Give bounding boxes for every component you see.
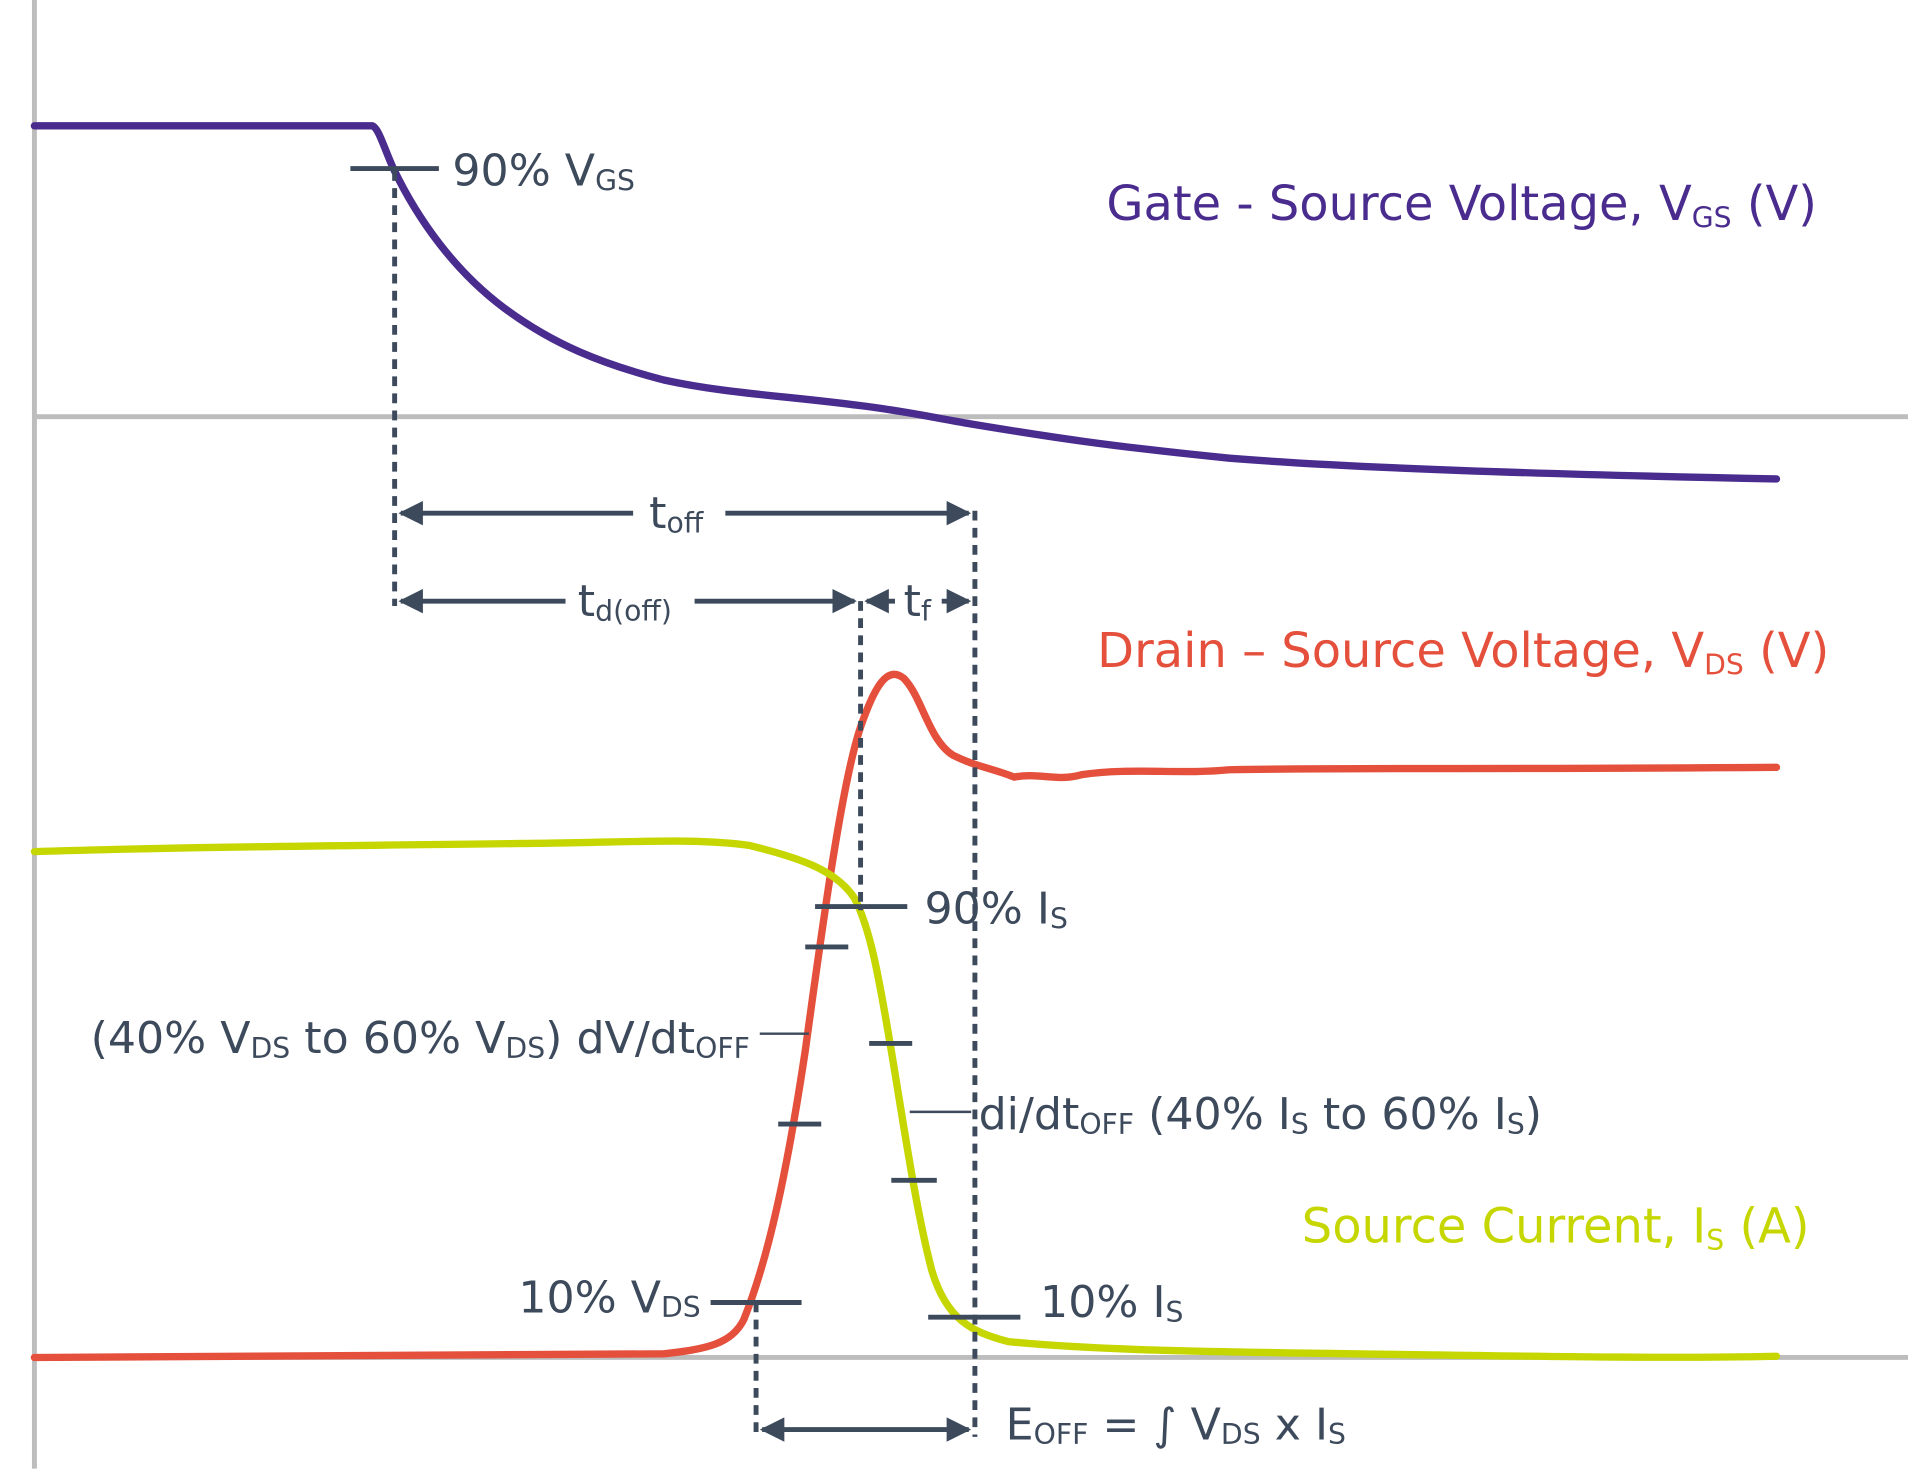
- vgs-curve: [30, 122, 1781, 483]
- label-tf: tf: [904, 576, 932, 628]
- label-didt: di/dtOFF (40% IS to 60% IS): [979, 1089, 1542, 1141]
- label-vds10: 10% VDS: [518, 1272, 700, 1324]
- vds-curve: [30, 670, 1781, 1362]
- label-vgs90: 90% VGS: [452, 146, 635, 198]
- is-curve: [30, 837, 1781, 1361]
- vgs-title: Gate - Source Voltage, VGS (V): [1106, 177, 1817, 234]
- label-tdoff: td(off): [578, 576, 672, 628]
- label-dvdt: (40% VDS to 60% VDS) dV/dtOFF: [91, 1013, 750, 1065]
- label-is10: 10% IS: [1040, 1277, 1183, 1329]
- label-eoff: EOFF = ∫ VDS x IS: [1006, 1399, 1346, 1451]
- vds-title: Drain – Source Voltage, VDS (V): [1097, 624, 1829, 681]
- label-is90: 90% IS: [924, 884, 1067, 936]
- is-title: Source Current, IS (A): [1302, 1200, 1810, 1257]
- label-toff: toff: [649, 488, 704, 540]
